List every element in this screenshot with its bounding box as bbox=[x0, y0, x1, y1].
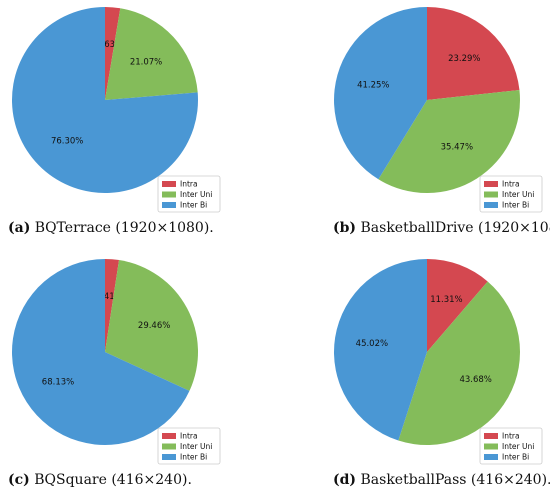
caption-b: (b) BasketballDrive (1920×1080). bbox=[333, 220, 550, 236]
pie-a-label-inter-bi: 76.30% bbox=[51, 137, 83, 147]
pie-b-slice-intra bbox=[427, 7, 520, 100]
pie-d-label-intra: 11.31% bbox=[430, 295, 462, 305]
caption-c: (c) BQSquare (416×240). bbox=[8, 472, 192, 488]
legend-d-label-intra: Intra bbox=[502, 432, 520, 441]
caption-d-letter: (d) bbox=[333, 472, 357, 488]
pie-b-label-inter-uni: 35.47% bbox=[441, 143, 473, 153]
pie-d-label-inter-uni: 43.68% bbox=[459, 375, 491, 385]
legend-b-label-inter-bi: Inter Bi bbox=[502, 201, 529, 210]
caption-b-letter: (b) bbox=[333, 220, 357, 236]
caption-a: (a) BQTerrace (1920×1080). bbox=[8, 220, 214, 236]
pie-a-slice-intra bbox=[105, 7, 121, 100]
caption-d-text: BasketballPass (416×240). bbox=[360, 472, 550, 488]
legend-b-swatch-inter-uni bbox=[484, 191, 498, 198]
caption-b-text: BasketballDrive (1920×1080). bbox=[360, 220, 550, 236]
pie-a-slice-inter-uni bbox=[105, 8, 198, 100]
pie-a-label-intra: 2.63% bbox=[96, 40, 123, 50]
pie-a-slice-inter-bi bbox=[12, 7, 199, 193]
caption-d: (d) BasketballPass (416×240). bbox=[333, 472, 550, 488]
pie-c-slice-inter-uni bbox=[105, 260, 199, 391]
legend-a-label-intra: Intra bbox=[180, 180, 198, 189]
legend-a-label-inter-uni: Inter Uni bbox=[180, 190, 212, 199]
legend-b-swatch-inter-bi bbox=[484, 202, 498, 208]
legend-c-swatch-inter-uni bbox=[162, 443, 176, 450]
pie-c-slice-inter-bi bbox=[12, 259, 190, 445]
pie-b-slice-inter-uni bbox=[378, 90, 520, 193]
pie-b-slice-inter-bi bbox=[334, 7, 427, 180]
legend-a-swatch-intra bbox=[162, 181, 176, 187]
legend-d-swatch-intra bbox=[484, 433, 498, 439]
pie-c-label-inter-bi: 68.13% bbox=[42, 378, 74, 388]
caption-a-letter: (a) bbox=[8, 220, 31, 236]
pie-d-slice-inter-bi bbox=[333, 259, 427, 441]
caption-c-letter: (c) bbox=[8, 472, 30, 488]
pie-b-label-inter-bi: 41.25% bbox=[357, 80, 389, 90]
legend-b-label-inter-uni: Inter Uni bbox=[502, 190, 534, 199]
legend-d-label-inter-bi: Inter Bi bbox=[502, 453, 529, 462]
pie-a-label-inter-uni: 21.07% bbox=[130, 58, 162, 68]
caption-a-text: BQTerrace (1920×1080). bbox=[34, 220, 214, 236]
pie-c-slice-intra bbox=[105, 259, 120, 352]
pie-d-slice-intra bbox=[427, 259, 488, 352]
legend-d-label-inter-uni: Inter Uni bbox=[502, 442, 534, 451]
legend-c-swatch-intra bbox=[162, 433, 176, 439]
caption-c-text: BQSquare (416×240). bbox=[34, 472, 192, 488]
pie-d-label-inter-bi: 45.02% bbox=[356, 339, 388, 349]
legend-c-label-intra: Intra bbox=[180, 432, 198, 441]
legend-c-label-inter-bi: Inter Bi bbox=[180, 453, 207, 462]
legend-b-label-intra: Intra bbox=[502, 180, 520, 189]
legend-a-label-inter-bi: Inter Bi bbox=[180, 201, 207, 210]
legend-d-swatch-inter-bi bbox=[484, 454, 498, 460]
legend-d-swatch-inter-uni bbox=[484, 443, 498, 450]
pie-c-label-intra: 2.41% bbox=[96, 292, 123, 302]
legend-c-swatch-inter-bi bbox=[162, 454, 176, 460]
pie-c-label-inter-uni: 29.46% bbox=[138, 321, 170, 331]
legend-c-label-inter-uni: Inter Uni bbox=[180, 442, 212, 451]
pie-d-slice-inter-uni bbox=[398, 281, 520, 446]
legend-b-swatch-intra bbox=[484, 181, 498, 187]
legend-a-swatch-inter-bi bbox=[162, 202, 176, 208]
pie-b-label-intra: 23.29% bbox=[448, 54, 480, 64]
legend-a-swatch-inter-uni bbox=[162, 191, 176, 198]
